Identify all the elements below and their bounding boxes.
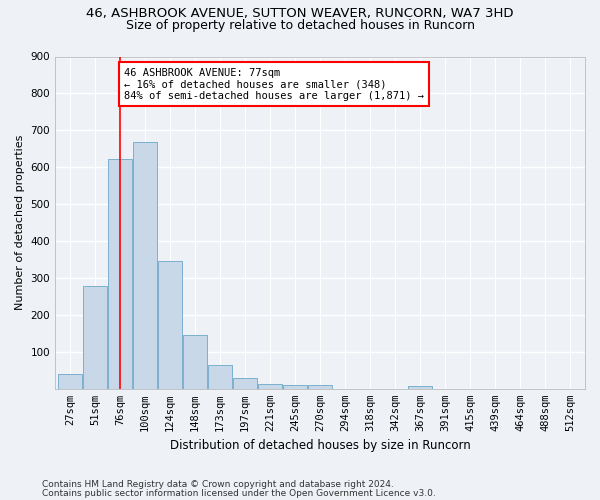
Text: Contains public sector information licensed under the Open Government Licence v3: Contains public sector information licen… — [42, 488, 436, 498]
Bar — [283, 384, 307, 389]
Text: Contains HM Land Registry data © Crown copyright and database right 2024.: Contains HM Land Registry data © Crown c… — [42, 480, 394, 489]
Y-axis label: Number of detached properties: Number of detached properties — [15, 135, 25, 310]
Bar — [208, 365, 232, 389]
Bar — [183, 334, 207, 389]
Bar — [108, 159, 132, 389]
Bar — [83, 286, 107, 389]
Bar — [258, 384, 282, 389]
Text: 46 ASHBROOK AVENUE: 77sqm
← 16% of detached houses are smaller (348)
84% of semi: 46 ASHBROOK AVENUE: 77sqm ← 16% of detac… — [124, 68, 424, 101]
Bar — [233, 378, 257, 389]
Bar — [158, 262, 182, 389]
Text: Size of property relative to detached houses in Runcorn: Size of property relative to detached ho… — [125, 18, 475, 32]
Bar — [408, 386, 432, 389]
Bar — [133, 142, 157, 389]
Bar — [58, 374, 82, 389]
X-axis label: Distribution of detached houses by size in Runcorn: Distribution of detached houses by size … — [170, 440, 470, 452]
Text: 46, ASHBROOK AVENUE, SUTTON WEAVER, RUNCORN, WA7 3HD: 46, ASHBROOK AVENUE, SUTTON WEAVER, RUNC… — [86, 8, 514, 20]
Bar — [308, 385, 332, 389]
